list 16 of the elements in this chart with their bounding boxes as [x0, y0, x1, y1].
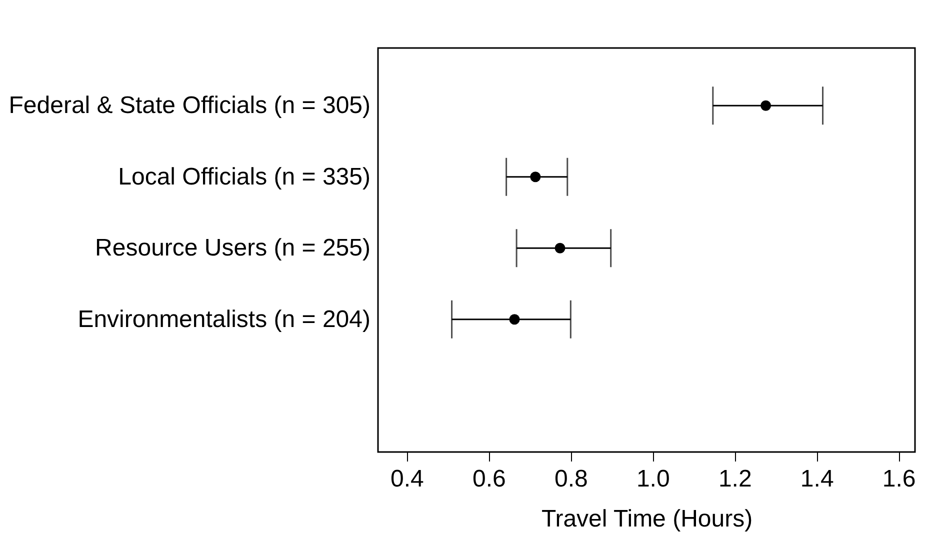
y-tick-label: Environmentalists (n = 204): [78, 306, 370, 333]
x-tick-label: 0.6: [472, 466, 506, 492]
x-axis-title: Travel Time (Hours): [541, 506, 753, 532]
x-tick-label: 0.8: [554, 466, 588, 492]
point: [530, 172, 541, 182]
x-tick-label: 1.0: [636, 466, 670, 492]
x-tick-label: 1.6: [882, 466, 916, 492]
y-tick-label: Local Officials (n = 335): [118, 163, 370, 190]
y-tick-label: Federal & State Officials (n = 305): [8, 92, 370, 120]
point: [509, 314, 520, 325]
point: [554, 242, 566, 254]
x-tick-label: 1.4: [800, 466, 834, 492]
y-tick-label: Resource Users (n = 255): [95, 234, 370, 262]
x-tick-label: 0.4: [390, 466, 424, 492]
x-tick-label: 1.2: [718, 466, 752, 492]
point: [760, 100, 772, 111]
